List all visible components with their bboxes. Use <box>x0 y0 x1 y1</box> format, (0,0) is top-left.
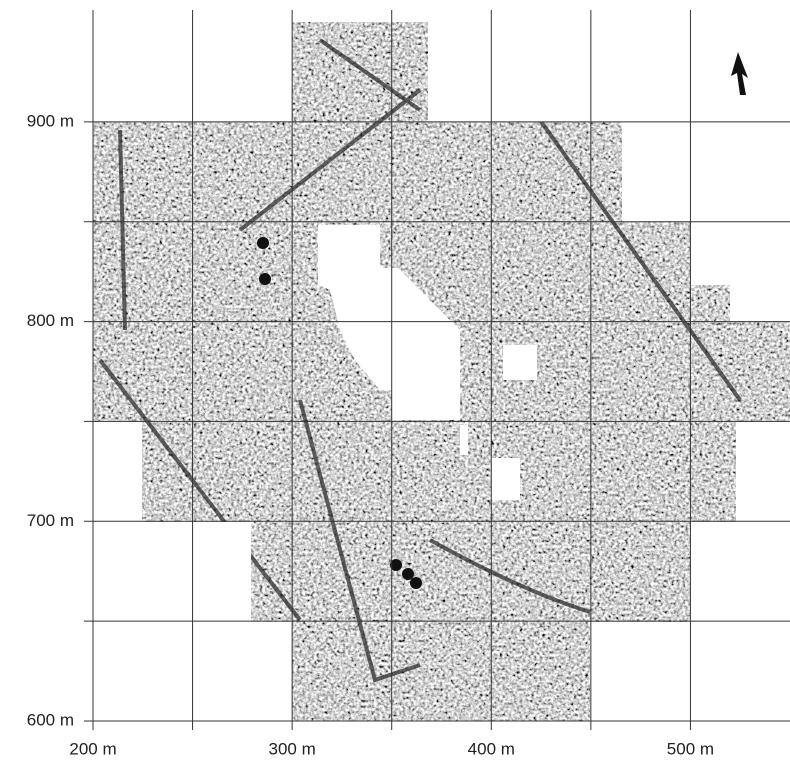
y-tick-label: 600 m <box>27 710 74 729</box>
x-tick-label: 200 m <box>69 739 116 758</box>
x-tick-label: 400 m <box>468 739 515 758</box>
survey-map: 200 m 300 m 400 m 500 m 600 m 700 m 800 m 900 m <box>0 0 790 764</box>
y-tick-label: 800 m <box>27 311 74 330</box>
north-arrow <box>731 52 748 95</box>
x-tick-label: 300 m <box>269 739 316 758</box>
y-tick-label: 700 m <box>27 511 74 530</box>
x-tick-label: 500 m <box>667 739 714 758</box>
y-tick-label: 900 m <box>27 111 74 130</box>
